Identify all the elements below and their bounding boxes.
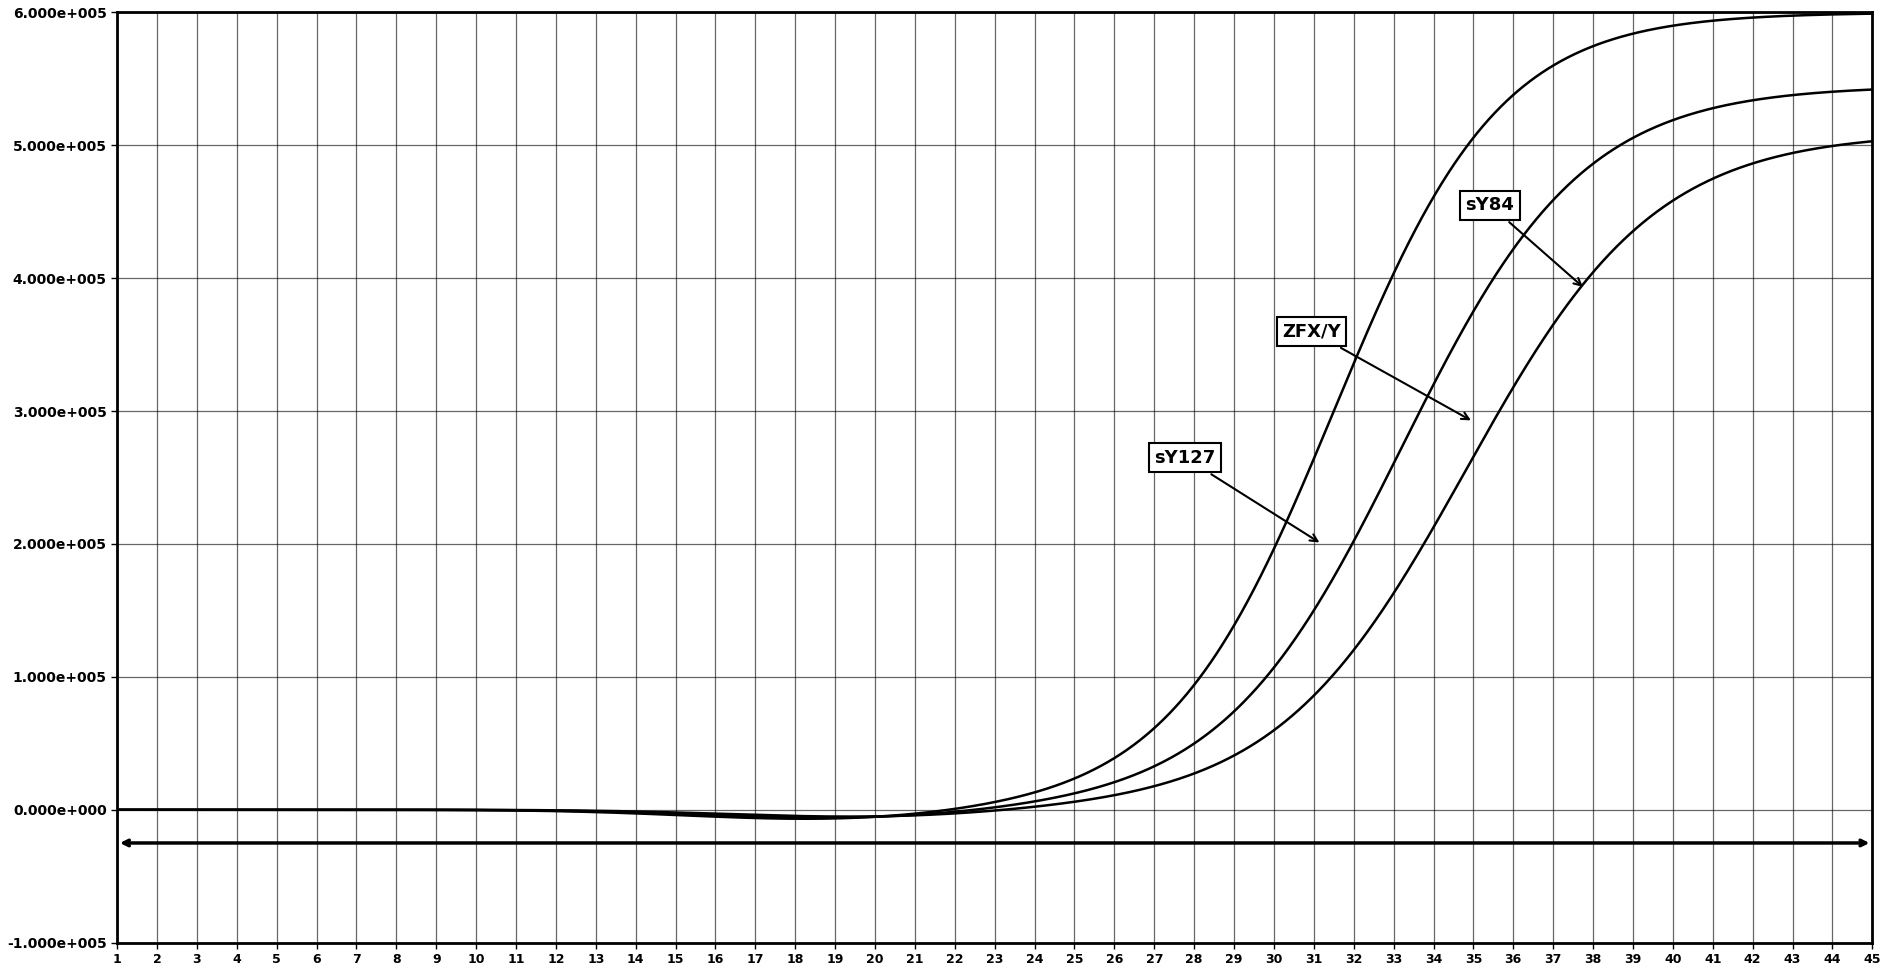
Text: sY84: sY84 xyxy=(1465,197,1582,285)
Text: sY127: sY127 xyxy=(1154,449,1318,541)
Text: ZFX/Y: ZFX/Y xyxy=(1282,322,1469,419)
